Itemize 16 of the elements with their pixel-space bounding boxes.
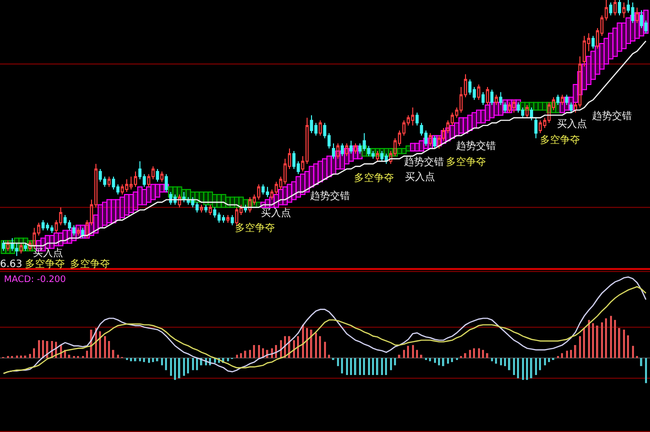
annotation: 多空争夺 bbox=[540, 134, 580, 146]
annotation: 趋势交错 bbox=[404, 156, 444, 168]
annotation: 买入点 bbox=[261, 207, 291, 219]
annotation: 多空争夺 bbox=[235, 222, 275, 234]
annotation: 买入点 bbox=[557, 118, 587, 130]
annotation: 趋势交错 bbox=[592, 110, 632, 122]
annotation: 多空争夺 bbox=[446, 156, 486, 168]
annotation: 趋势交错 bbox=[456, 140, 496, 152]
text: 多空争夺 bbox=[25, 258, 65, 270]
annotation: 趋势交错 bbox=[310, 190, 350, 202]
annotation: 买入点 bbox=[33, 247, 63, 259]
annotation: 多空争夺 bbox=[354, 172, 394, 184]
annotation: MACD: -0.200 bbox=[4, 275, 66, 285]
text: 多空争夺 bbox=[70, 258, 110, 270]
annotation: 买入点 bbox=[405, 171, 435, 183]
text: 6.63 bbox=[0, 259, 22, 270]
